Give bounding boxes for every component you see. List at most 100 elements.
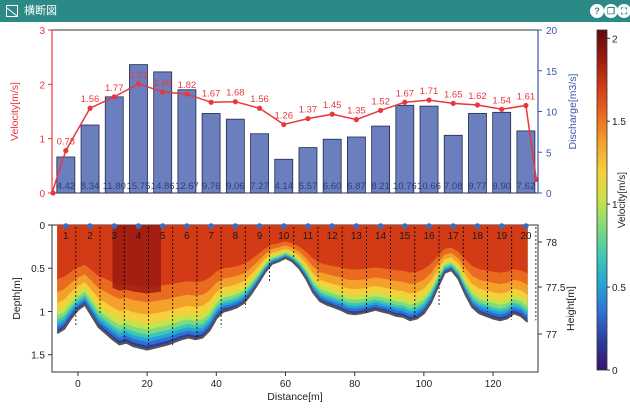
distance-tick-label: 100 (416, 379, 433, 390)
velocity-point (184, 91, 190, 97)
discharge-tick-label: 20 (546, 26, 558, 37)
vertical-number: 9 (257, 231, 263, 242)
velocity-point (160, 89, 166, 95)
discharge-bar (443, 134, 463, 194)
vertical-number: 11 (303, 231, 314, 242)
vertical-number: 15 (399, 231, 411, 242)
discharge-label: 4.14 (275, 181, 294, 192)
velocity-label: 2.01 (129, 70, 148, 81)
velocity-label: 1.82 (178, 80, 197, 91)
copy-button[interactable]: ❐ (604, 4, 618, 18)
vertical-number: 3 (111, 231, 117, 242)
discharge-label: 10.76 (393, 181, 417, 192)
vertical-marker (305, 223, 311, 229)
velocity-point (87, 105, 93, 111)
distance-tick-label: 120 (485, 379, 502, 390)
colorbar: 0 0.5 1 1.5 2 Velocity[m/s] (596, 29, 628, 377)
velocity-point (232, 99, 238, 105)
discharge-tick-label: 5 (546, 148, 552, 159)
velocity-label: 1.45 (323, 100, 342, 111)
velocity-point (450, 100, 456, 106)
vertical-number: 2 (87, 231, 93, 242)
discharge-bar (274, 158, 294, 194)
vertical-number: 16 (423, 231, 435, 242)
vertical-number: 20 (520, 231, 532, 242)
velocity-point (378, 107, 384, 114)
velocity-point (402, 99, 408, 105)
velocity-label: 1.71 (420, 86, 439, 97)
discharge-bar (80, 124, 100, 194)
discharge-label: 6.60 (323, 181, 342, 192)
height-tick-label: 77.5 (546, 283, 566, 294)
expand-button[interactable]: ⛶ (617, 4, 630, 18)
colorbar-tick-label: 0 (612, 366, 618, 377)
discharge-bar (129, 64, 148, 194)
velocity-label: 1.68 (226, 88, 245, 99)
velocity-label: 1.37 (299, 105, 318, 116)
velocity-label: 0.78 (57, 137, 76, 148)
discharge-bar (468, 112, 487, 194)
colorbar-gradient (596, 29, 608, 371)
vertical-number: 1 (63, 231, 69, 242)
discharge-bar (516, 130, 536, 194)
discharge-bar (225, 118, 245, 194)
velocity-axis-title: Velocity[m/s] (9, 82, 21, 141)
discharge-label: 12.67 (175, 181, 199, 192)
velocity-label: 1.67 (202, 88, 221, 99)
discharge-bar (298, 147, 318, 194)
vertical-number: 14 (375, 231, 387, 242)
colorbar-tick-label: 2 (612, 34, 618, 45)
help-button[interactable]: ? (590, 4, 604, 18)
velocity-line (51, 82, 538, 194)
discharge-label: 9.76 (202, 181, 221, 192)
discharge-label: 9.06 (226, 181, 245, 192)
discharge-label: 7.62 (517, 181, 536, 192)
height-tick-label: 77 (546, 330, 558, 341)
vertical-marker (135, 223, 142, 229)
velocity-point (281, 121, 287, 128)
riverbed-line (56, 256, 529, 351)
discharge-tick-label: 0 (546, 189, 552, 200)
vertical-marker (256, 223, 263, 229)
vertical-number: 12 (327, 231, 339, 242)
velocity-point (353, 117, 359, 123)
velocity-label: 1.65 (444, 89, 463, 100)
discharge-label: 11.80 (103, 181, 126, 192)
vertical-number: 6 (184, 231, 190, 242)
velocity-point (111, 94, 117, 100)
vertical-marker (329, 223, 335, 229)
depth-tick-label: 1 (39, 307, 45, 318)
distance-tick-label: 40 (211, 379, 223, 390)
vertical-marker (184, 223, 190, 229)
colorbar-tick-label: 1 (612, 200, 618, 211)
distance-axis-title: Distance[m] (267, 391, 323, 403)
vertical-marker (450, 223, 457, 229)
vertical-marker (474, 223, 481, 229)
velocity-label: 1.62 (468, 91, 487, 102)
velocity-point (474, 102, 481, 108)
velocity-point (63, 148, 69, 154)
velocity-tick-label: 2 (39, 80, 45, 91)
velocity-label: 1.52 (371, 96, 390, 107)
vertical-number: 8 (233, 231, 239, 242)
discharge-bar (395, 104, 415, 194)
velocity-point (305, 115, 311, 122)
distance-tick-label: 60 (280, 379, 292, 390)
vertical-marker (498, 223, 505, 229)
velocity-tick-label: 3 (39, 26, 45, 37)
velocity-tick-label: 0 (39, 189, 45, 200)
discharge-label: 7.27 (250, 181, 269, 192)
vertical-number: 5 (160, 231, 166, 242)
discharge-label: 10.66 (417, 181, 441, 192)
discharge-label: 14.86 (151, 181, 175, 192)
velocity-label: 1.61 (517, 92, 536, 103)
discharge-label: 6.87 (347, 181, 366, 192)
window-title: 横断図 (24, 4, 57, 17)
vertical-marker (232, 223, 239, 229)
velocity-label: 1.77 (105, 83, 124, 94)
vertical-marker (159, 223, 166, 229)
discharge-bar (322, 138, 342, 194)
distance-tick-label: 80 (349, 379, 361, 390)
